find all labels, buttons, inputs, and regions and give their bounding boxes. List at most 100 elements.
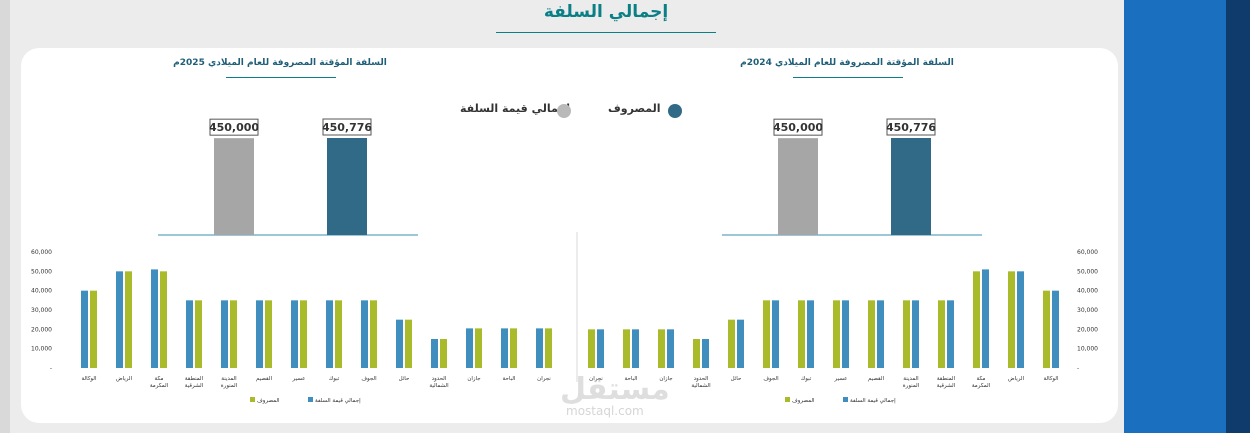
x-tick-label: الباحة — [625, 376, 638, 382]
legend-marker-total — [843, 397, 848, 402]
x-tick-label: القصيم — [868, 376, 885, 382]
legend-marker-spent — [785, 397, 790, 402]
legend-label-spent: المصروف — [792, 398, 815, 404]
region-bar — [632, 329, 639, 368]
region-bar — [291, 300, 298, 368]
region-bar — [623, 329, 630, 368]
region-bar — [693, 339, 700, 368]
right-sidebar-dark — [1226, 0, 1250, 433]
y-tick-label: 10,000 — [1077, 346, 1098, 353]
x-tick-label: مكة المكرمة — [972, 375, 991, 389]
x-tick-label: عسير — [292, 376, 306, 382]
kpi-data-label: 450,776 — [886, 121, 936, 134]
region-bar — [702, 339, 709, 368]
region-bar — [658, 329, 665, 368]
x-tick-label: نجران — [537, 376, 551, 382]
region-bar — [151, 269, 158, 368]
y-tick-label: - — [1077, 365, 1079, 372]
region-bar — [160, 271, 167, 368]
kpi-bar — [778, 138, 818, 235]
legend-marker-total — [308, 397, 313, 402]
kpi-label-box — [322, 118, 372, 136]
region-bar — [501, 328, 508, 368]
region-bar — [396, 319, 403, 368]
legend-label-total: إجمالي قيمة السلفة — [315, 398, 361, 404]
x-tick-label: الجوف — [361, 376, 377, 382]
kpi-bar — [214, 138, 254, 235]
x-tick-label: الباحة — [503, 376, 516, 382]
y-tick-label: 50,000 — [31, 268, 52, 275]
region-bar — [221, 300, 228, 368]
x-tick-label: المنطقة الشرقية — [937, 376, 956, 389]
chart-regions-left: - 10,000 20,000 30,000 40,000 50,000 60,000 الو… — [31, 249, 552, 404]
region-bar — [1008, 271, 1015, 368]
chart-title-2024-underline — [793, 77, 903, 78]
region-bar — [728, 319, 735, 368]
x-tick-label: الرياض — [116, 376, 133, 382]
region-bar — [440, 339, 447, 368]
kpi-data-label: 450,000 — [209, 121, 259, 134]
region-bar — [195, 300, 202, 368]
region-bar — [588, 329, 595, 368]
region-bar — [877, 300, 884, 368]
x-tick-label: جازان — [659, 376, 672, 382]
y-tick-label: 20,000 — [31, 326, 52, 333]
x-tick-label: الحدود الشمالية — [691, 376, 711, 389]
y-tick-label: 30,000 — [1077, 307, 1098, 314]
region-bar — [903, 300, 910, 368]
y-tick-label: 40,000 — [31, 288, 52, 295]
chart-title-2025-underline — [226, 77, 336, 78]
region-bar — [982, 269, 989, 368]
x-tick-label: عسير — [834, 376, 848, 382]
kpi-label-box — [773, 118, 823, 136]
region-bar — [475, 328, 482, 368]
y-tick-label: 30,000 — [31, 307, 52, 314]
legend-spent-marker — [668, 104, 682, 118]
legend-label-total: إجمالي قيمة السلفة — [850, 398, 896, 404]
left-edge-strip — [0, 0, 10, 433]
x-tick-label: المنطقة الشرقية — [185, 376, 204, 389]
region-bar — [125, 271, 132, 368]
region-bar — [335, 300, 342, 368]
region-bar — [868, 300, 875, 368]
chart-title-2024: السلفة المؤقتة المصروفة للعام الميلادي 2… — [740, 58, 954, 68]
region-bar — [186, 300, 193, 368]
region-bar — [667, 329, 674, 368]
page-title: إجمالي السلفة — [543, 2, 669, 22]
x-tick-label: الوكالة — [82, 375, 97, 382]
y-tick-label: 20,000 — [1077, 326, 1098, 333]
y-tick-label: 60,000 — [31, 249, 52, 256]
x-tick-label: تبوك — [801, 376, 812, 382]
legend-label-spent: المصروف — [257, 398, 280, 404]
region-bar — [300, 300, 307, 368]
y-tick-label: 40,000 — [1077, 288, 1098, 295]
kpi-bar — [891, 138, 931, 235]
x-tick-label: تبوك — [329, 376, 340, 382]
region-bar — [772, 300, 779, 368]
legend-total-label: إجمالي قيمة السلفة — [460, 102, 571, 115]
x-tick-label: القصيم — [256, 376, 273, 382]
y-tick-label: 10,000 — [31, 346, 52, 353]
x-tick-label: جازان — [467, 376, 480, 382]
region-bar — [405, 319, 412, 368]
x-tick-label: نجران — [589, 376, 603, 382]
legend-marker-spent — [250, 397, 255, 402]
region-bar — [807, 300, 814, 368]
page-title-underline — [496, 32, 716, 33]
watermark-url: mostaql.com — [566, 404, 644, 418]
region-bar — [230, 300, 237, 368]
kpi-data-label: 450,000 — [773, 121, 823, 134]
x-tick-label: حائل — [399, 376, 410, 382]
x-tick-label: الرياض — [1008, 376, 1025, 382]
watermark-logo: مستقل — [560, 372, 670, 407]
region-bar — [536, 328, 543, 368]
kpi-data-label: 450,776 — [322, 121, 372, 134]
legend-spent-label: المصروف — [608, 102, 661, 115]
kpi-label-box — [886, 118, 936, 136]
x-tick-label: المدينة المنورة — [221, 376, 238, 389]
chart-kpi-2025: 450,776 450,000 — [158, 118, 418, 236]
x-tick-label: الجوف — [763, 376, 779, 382]
region-bar — [1052, 290, 1059, 368]
region-bar — [597, 329, 604, 368]
